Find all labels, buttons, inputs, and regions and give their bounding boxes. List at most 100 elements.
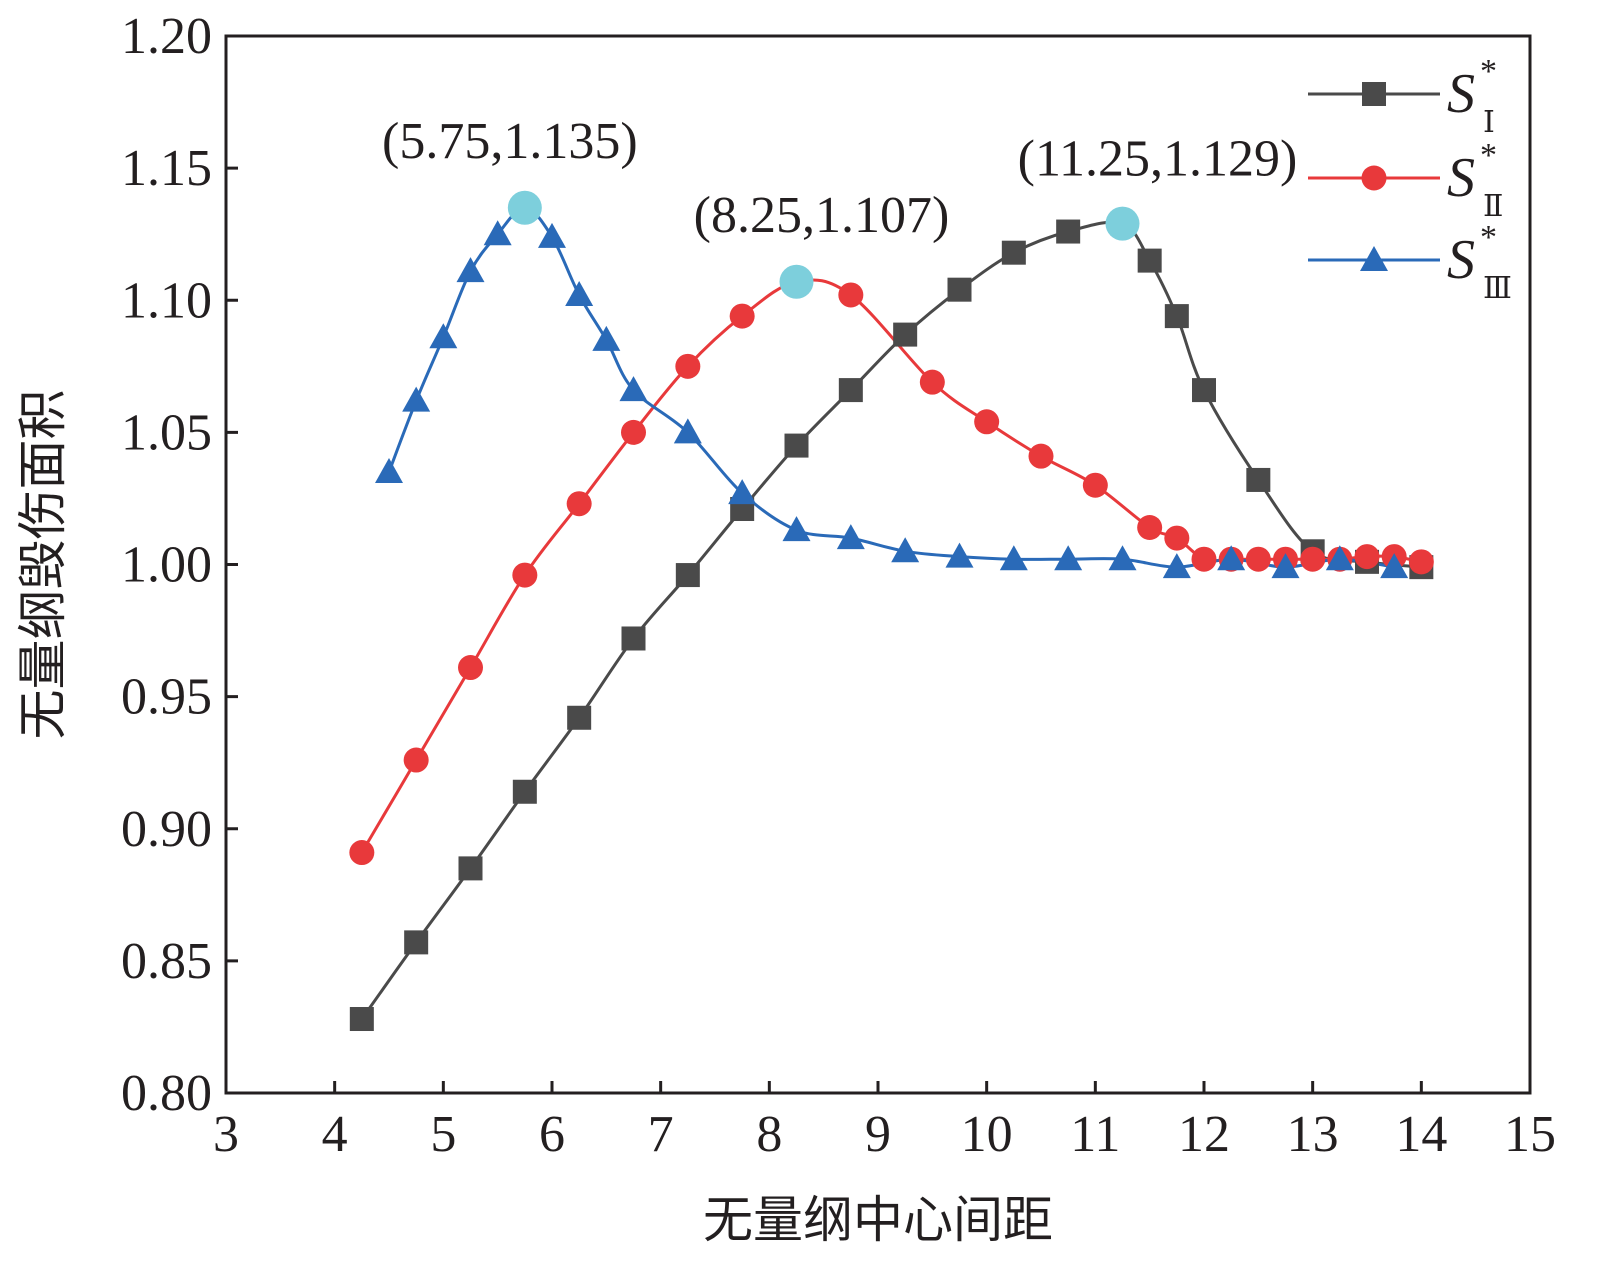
series-3-point <box>592 325 621 351</box>
series-3-point <box>1380 553 1409 579</box>
legend-label-subscript: Ⅲ <box>1483 272 1512 305</box>
series-2-point <box>1354 544 1380 570</box>
series-3-point <box>565 280 594 306</box>
y-tick-label: 1.20 <box>121 8 212 65</box>
y-tick-label: 1.05 <box>121 404 212 461</box>
legend-marker <box>1360 246 1388 271</box>
series-3-point <box>538 222 566 248</box>
x-tick-label: 4 <box>322 1106 348 1163</box>
peak-markers <box>507 190 1140 299</box>
series-1-point <box>404 930 429 955</box>
series-2-point <box>349 840 375 866</box>
series-2-point <box>512 562 538 588</box>
series-2-point <box>919 369 945 395</box>
legend-label-superscript: * <box>1480 219 1497 256</box>
legend-label-subscript: Ⅰ <box>1483 106 1495 139</box>
legend-label: S <box>1447 229 1475 291</box>
x-axis-ticks: 3 4 5 6 7 8 9 10 11 12 13 14 15 <box>213 1081 1556 1163</box>
peak-marker <box>1105 206 1140 241</box>
x-tick-label: 15 <box>1504 1106 1556 1163</box>
series-2-point <box>1164 525 1190 551</box>
legend-marker <box>1361 165 1387 191</box>
series-3-point <box>782 516 811 542</box>
series-3-point <box>673 418 702 444</box>
series-3-point <box>402 386 431 412</box>
series-3-point <box>728 479 757 505</box>
y-tick-label: 0.85 <box>121 933 212 990</box>
x-tick-label: 10 <box>961 1106 1013 1163</box>
legend-marker <box>1362 82 1386 106</box>
series-3-point <box>619 376 648 402</box>
peak-marker <box>779 264 814 299</box>
x-tick-label: 3 <box>213 1106 239 1163</box>
series-1-point <box>621 626 646 651</box>
x-tick-label: 11 <box>1070 1106 1120 1163</box>
x-tick-label: 14 <box>1395 1106 1447 1163</box>
series-3-point <box>1271 553 1300 579</box>
series-1-point <box>675 563 700 588</box>
series-1-point <box>349 1007 374 1032</box>
legend-label: S <box>1447 147 1475 209</box>
series-curves <box>360 206 1422 1020</box>
series-1-point <box>1137 248 1162 273</box>
series-2-point <box>675 353 701 379</box>
series-1-point <box>1246 467 1271 492</box>
x-tick-label: 13 <box>1287 1106 1339 1163</box>
series-3-point <box>1217 545 1246 571</box>
series-2-point <box>403 747 429 773</box>
series-3-point <box>1108 545 1137 571</box>
legend: S *ⅠS *ⅡS *Ⅲ <box>1308 53 1512 305</box>
series-3-point <box>1162 553 1191 579</box>
series-3-line <box>387 206 1395 569</box>
y-axis-ticks: 0.80 0.85 0.90 0.95 1.00 1.05 1.10 1.15 1.20 <box>121 8 238 1122</box>
series-markers <box>349 193 1434 1032</box>
x-tick-label: 9 <box>865 1106 891 1163</box>
series-2-point <box>838 282 864 308</box>
series-2-point <box>1408 549 1434 575</box>
series-2-point <box>729 303 755 329</box>
series-3-point <box>429 323 458 349</box>
series-2-point <box>621 419 646 445</box>
series-2-point <box>1245 546 1271 572</box>
series-3-point <box>945 542 974 568</box>
series-1-point <box>838 378 863 403</box>
x-axis-title: 无量纲中心间距 <box>703 1191 1053 1249</box>
peak-marker <box>507 190 542 225</box>
y-axis-title: 无量纲毁伤面积 <box>14 390 72 740</box>
series-1-point <box>512 779 537 804</box>
peak-annotations: (5.75,1.135) (8.25,1.107) (11.25,1.129) <box>382 113 1297 244</box>
series-2-point <box>566 491 592 517</box>
series-1-point <box>567 705 592 730</box>
legend-label-superscript: * <box>1480 137 1497 174</box>
series-2-point <box>1082 472 1108 498</box>
y-tick-label: 1.00 <box>121 537 212 594</box>
series-1-point <box>458 856 483 881</box>
legend-label-superscript: * <box>1480 53 1497 90</box>
y-tick-label: 1.10 <box>121 272 212 329</box>
series-3-point <box>999 545 1028 571</box>
x-tick-label: 8 <box>756 1106 782 1163</box>
series-2-point <box>1191 546 1217 572</box>
x-tick-label: 5 <box>430 1106 456 1163</box>
series-3-point <box>1054 545 1083 571</box>
series-3-point <box>483 220 512 246</box>
peak-annotation: (11.25,1.129) <box>1018 131 1298 188</box>
x-tick-label: 7 <box>648 1106 674 1163</box>
series-2-point <box>1028 443 1054 469</box>
series-1-point <box>784 433 809 458</box>
series-3-point <box>456 257 485 283</box>
legend-label: S <box>1447 63 1475 125</box>
series-1-point <box>947 277 972 302</box>
series-1-point <box>1192 378 1216 403</box>
y-tick-label: 1.15 <box>121 140 212 197</box>
x-tick-label: 12 <box>1178 1106 1230 1163</box>
x-tick-label: 6 <box>539 1106 565 1163</box>
series-2-point <box>1137 515 1163 541</box>
peak-annotation: (5.75,1.135) <box>382 113 638 170</box>
series-2-point <box>458 655 483 681</box>
legend-label-subscript: Ⅱ <box>1483 190 1503 223</box>
peak-annotation: (8.25,1.107) <box>694 187 950 244</box>
series-2-point <box>1300 546 1326 572</box>
series-3-point <box>891 537 920 563</box>
